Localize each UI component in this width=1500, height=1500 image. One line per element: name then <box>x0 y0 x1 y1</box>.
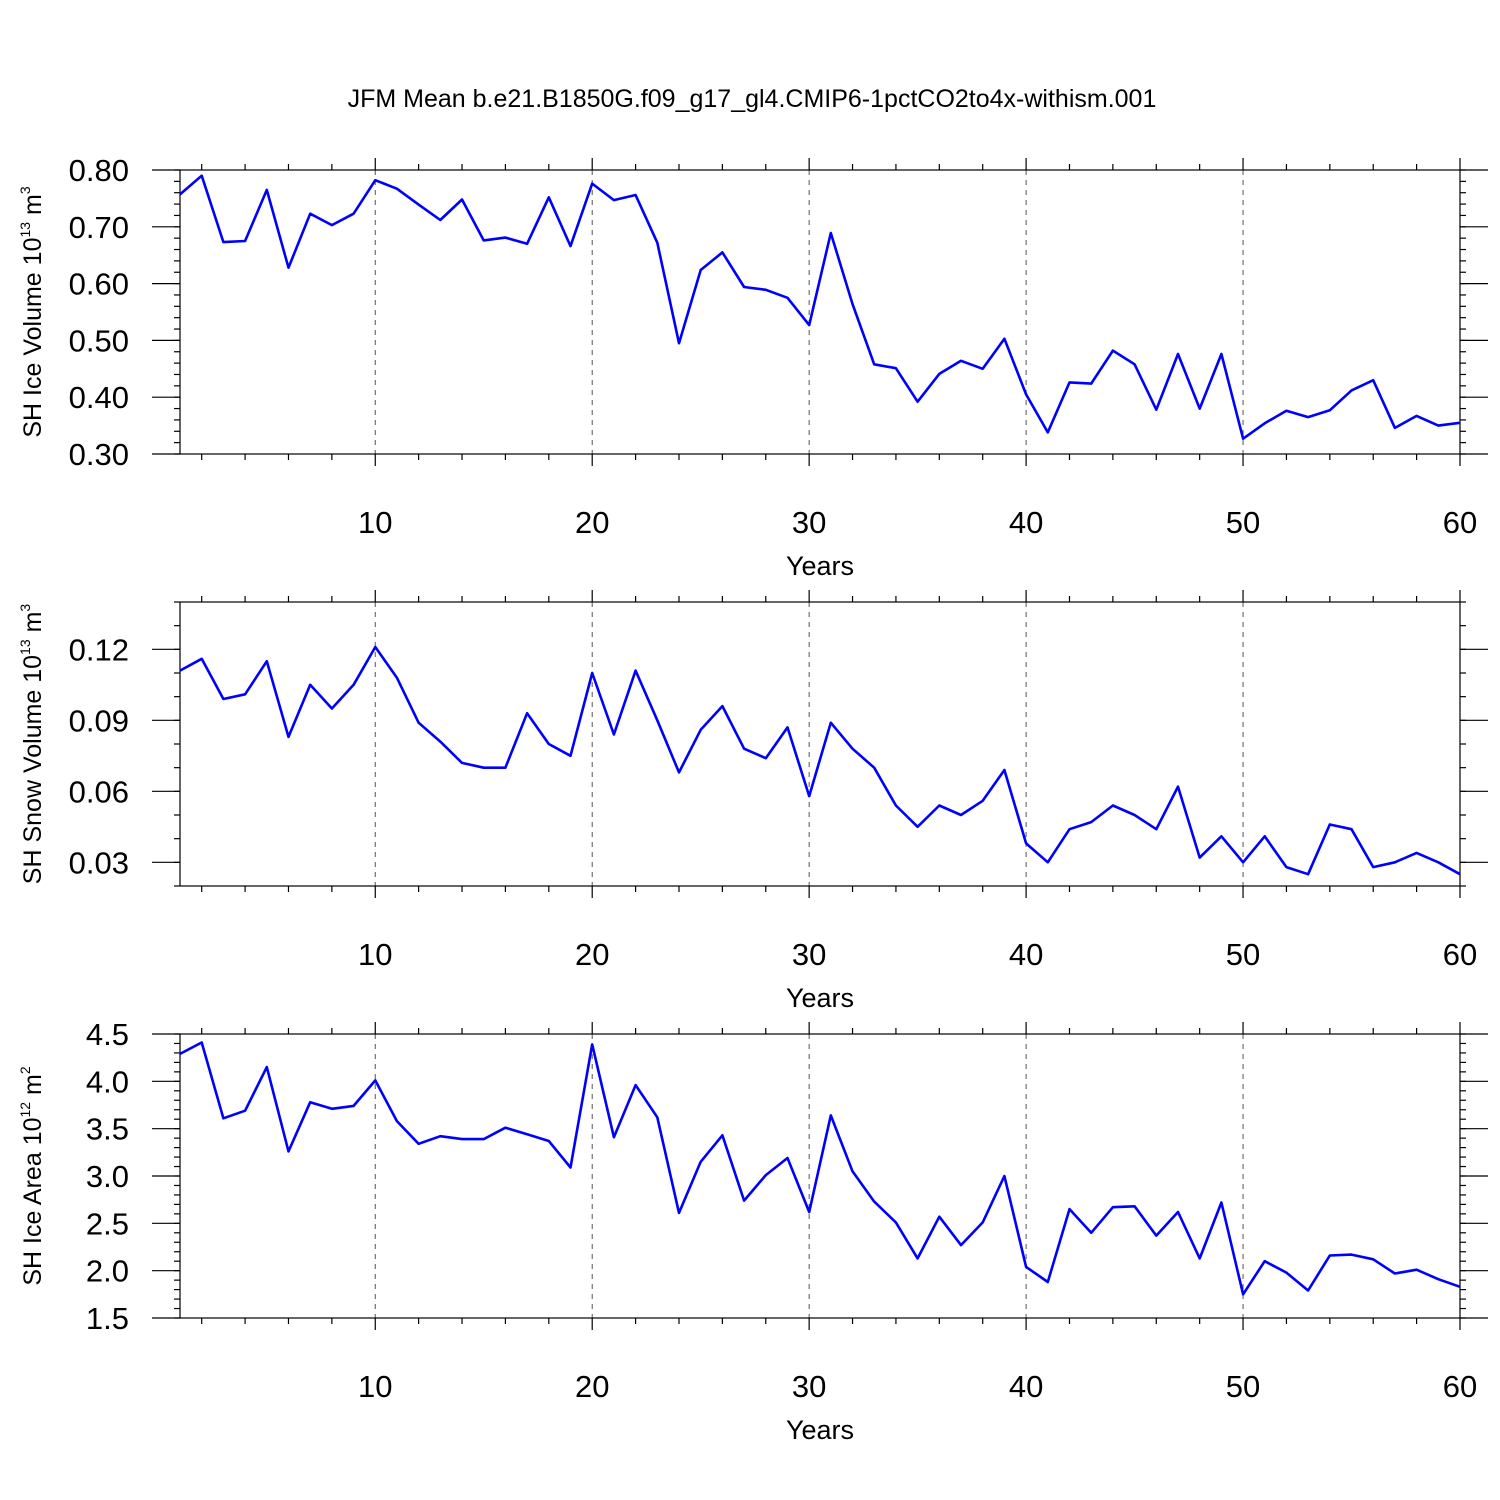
y-axis-title: SH Snow Volume 1013 m3 <box>17 604 47 885</box>
y-axis-title-exponent: 13 <box>17 222 33 238</box>
x-tick-label: 50 <box>1226 937 1260 972</box>
x-tick-label: 60 <box>1443 1369 1477 1404</box>
chart-title: JFM Mean b.e21.B1850G.f09_g17_gl4.CMIP6-… <box>348 85 1157 113</box>
y-tick-label: 0.03 <box>69 845 129 880</box>
x-tick-label: 30 <box>792 937 826 972</box>
series-line <box>179 174 1461 441</box>
y-tick-label: 4.0 <box>86 1064 129 1099</box>
x-tick-label: 10 <box>358 1369 392 1404</box>
y-tick-label: 0.12 <box>69 632 129 667</box>
y-tick-label: 0.06 <box>69 774 129 809</box>
y-axis-title-exponent: 12 <box>17 1102 33 1118</box>
y-axis-title-part: SH Snow Volume 10 <box>19 655 47 884</box>
x-tick-label: 20 <box>575 1369 609 1404</box>
y-axis-title-part: m <box>19 194 47 222</box>
x-axis-title: Years <box>786 1415 854 1445</box>
y-tick-label: 0.60 <box>69 267 129 302</box>
y-tick-label: 2.0 <box>86 1254 129 1289</box>
y-tick-label: 2.5 <box>86 1206 129 1241</box>
y-tick-label: 0.50 <box>69 323 129 358</box>
x-tick-label: 40 <box>1009 1369 1043 1404</box>
panel-3: 10 20 30 40 50 60 Years 1.5 2.0 2.5 3.0 3.5 4.0 4.5 SH… <box>17 1017 1488 1445</box>
series-line <box>179 645 1461 876</box>
y-axis-title-exponent: 3 <box>17 604 33 612</box>
y-axis-title: SH Ice Area 1012 m2 <box>17 1066 47 1286</box>
y-tick-label: 0.80 <box>69 153 129 188</box>
y-tick-label: 4.5 <box>86 1017 129 1052</box>
x-tick-label: 50 <box>1226 1369 1260 1404</box>
y-tick-label: 0.70 <box>69 210 129 245</box>
y-axis-title-part: SH Ice Volume 10 <box>19 238 47 438</box>
y-tick-label: 3.0 <box>86 1159 129 1194</box>
y-axis-title-part: m <box>19 1074 47 1102</box>
x-tick-label: 40 <box>1009 937 1043 972</box>
y-axis-title-exponent: 3 <box>17 186 33 194</box>
x-tick-label: 30 <box>792 505 826 540</box>
x-tick-label: 20 <box>575 505 609 540</box>
x-tick-label: 10 <box>358 937 392 972</box>
x-axis-title: Years <box>786 551 854 581</box>
y-tick-label: 3.5 <box>86 1112 129 1147</box>
y-tick-label: 0.09 <box>69 703 129 738</box>
x-tick-label: 60 <box>1443 505 1477 540</box>
x-tick-label: 50 <box>1226 505 1260 540</box>
x-axis-title: Years <box>786 983 854 1013</box>
y-axis-title-exponent: 2 <box>17 1066 33 1074</box>
y-axis-title-part: m <box>19 612 47 640</box>
x-tick-label: 10 <box>358 505 392 540</box>
y-tick-label: 0.40 <box>69 380 129 415</box>
panel-2: 10 20 30 40 50 60 Years 0.03 0.06 0.09 0.12 SH Snow… <box>17 590 1488 1013</box>
y-axis-title: SH Ice Volume 1013 m3 <box>17 186 47 437</box>
y-tick-label: 0.30 <box>69 437 129 472</box>
series-line <box>179 1041 1461 1296</box>
y-tick-label: 1.5 <box>86 1301 129 1336</box>
x-tick-label: 60 <box>1443 937 1477 972</box>
plot-frame <box>179 1033 1461 1319</box>
x-tick-label: 40 <box>1009 505 1043 540</box>
plot-frame <box>179 169 1461 455</box>
y-axis-title-part: SH Ice Area 10 <box>19 1118 47 1286</box>
x-tick-label: 30 <box>792 1369 826 1404</box>
y-axis-title-exponent: 13 <box>17 639 33 655</box>
plot-frame <box>179 601 1461 887</box>
panel-1: 10 20 30 40 50 60 Years 0.30 0.40 0.50 0.60 0.70 0.8… <box>17 153 1488 581</box>
x-tick-label: 20 <box>575 937 609 972</box>
